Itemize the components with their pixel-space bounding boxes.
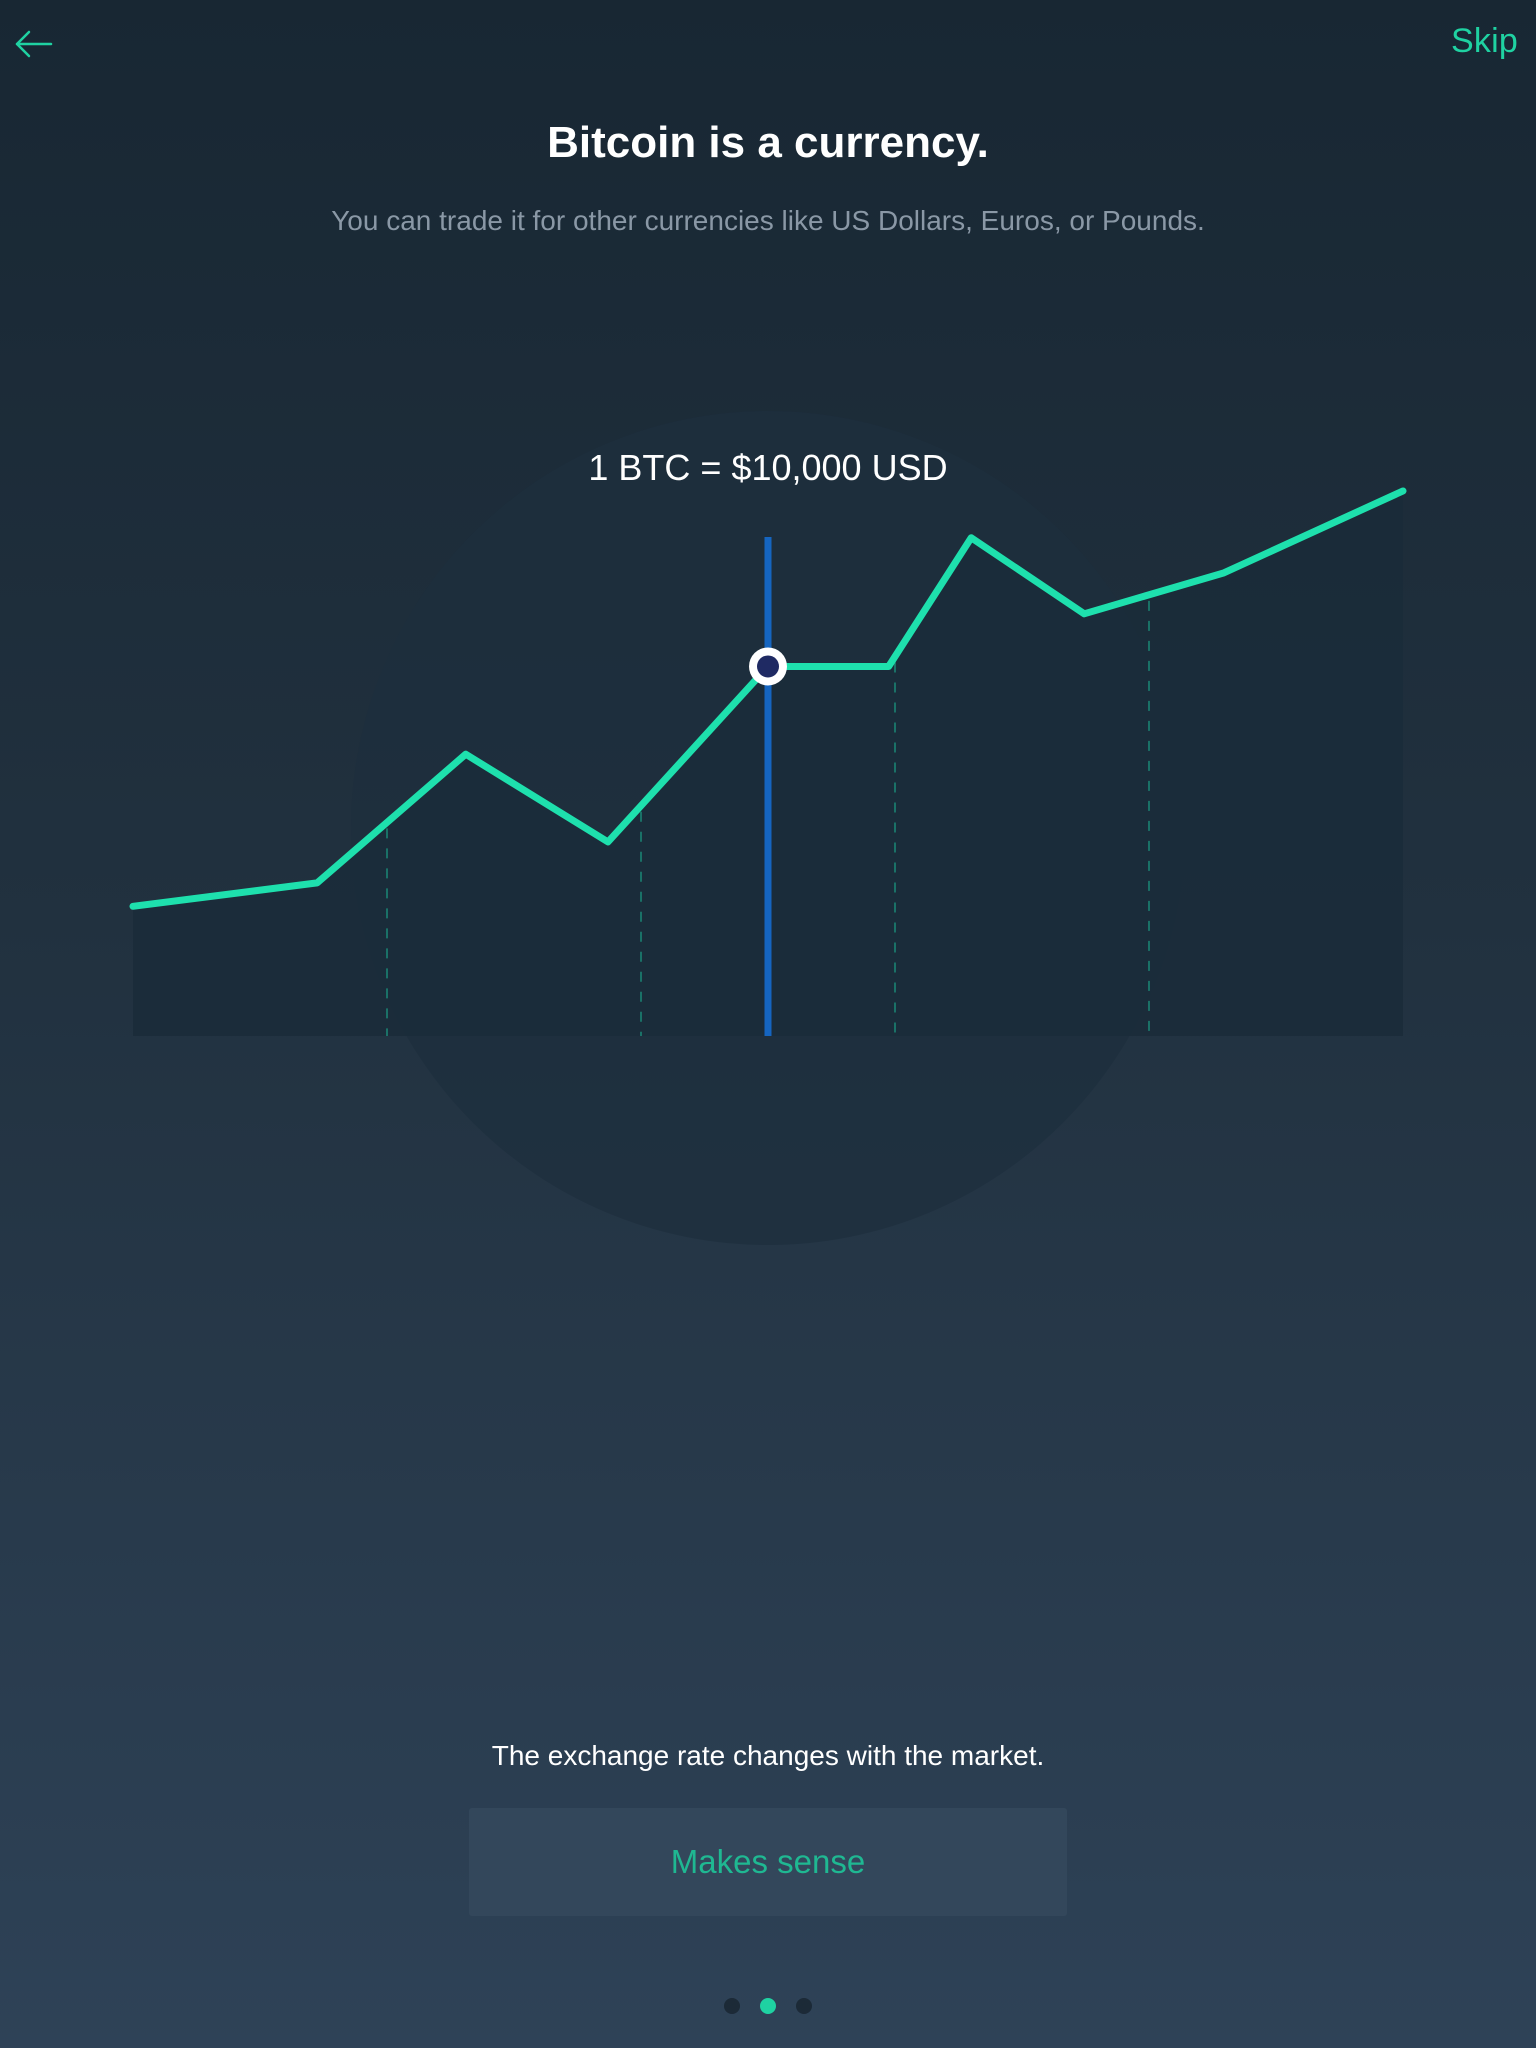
top-bar: Skip (0, 0, 1536, 90)
chart-svg (129, 411, 1407, 1245)
back-button[interactable] (12, 22, 56, 66)
page-subtitle: You can trade it for other currencies li… (331, 205, 1205, 236)
exchange-rate-chart (0, 400, 1536, 1260)
page-dot-1 (724, 1998, 740, 2014)
page-indicator (0, 1998, 1536, 2014)
page-title: Bitcoin is a currency. (547, 118, 989, 167)
page-dot-3 (796, 1998, 812, 2014)
page-dot-2 (760, 1998, 776, 2014)
market-note: The exchange rate changes with the marke… (491, 1740, 1045, 1771)
chart-series-line (129, 487, 1407, 910)
skip-button[interactable]: Skip (1451, 22, 1518, 60)
chart-marker-dot (757, 655, 779, 678)
exchange-rate-label: 1 BTC = $10,000 USD (588, 447, 948, 488)
makes-sense-button[interactable]: Makes sense (469, 1808, 1067, 1916)
arrow-left-icon (15, 30, 53, 58)
